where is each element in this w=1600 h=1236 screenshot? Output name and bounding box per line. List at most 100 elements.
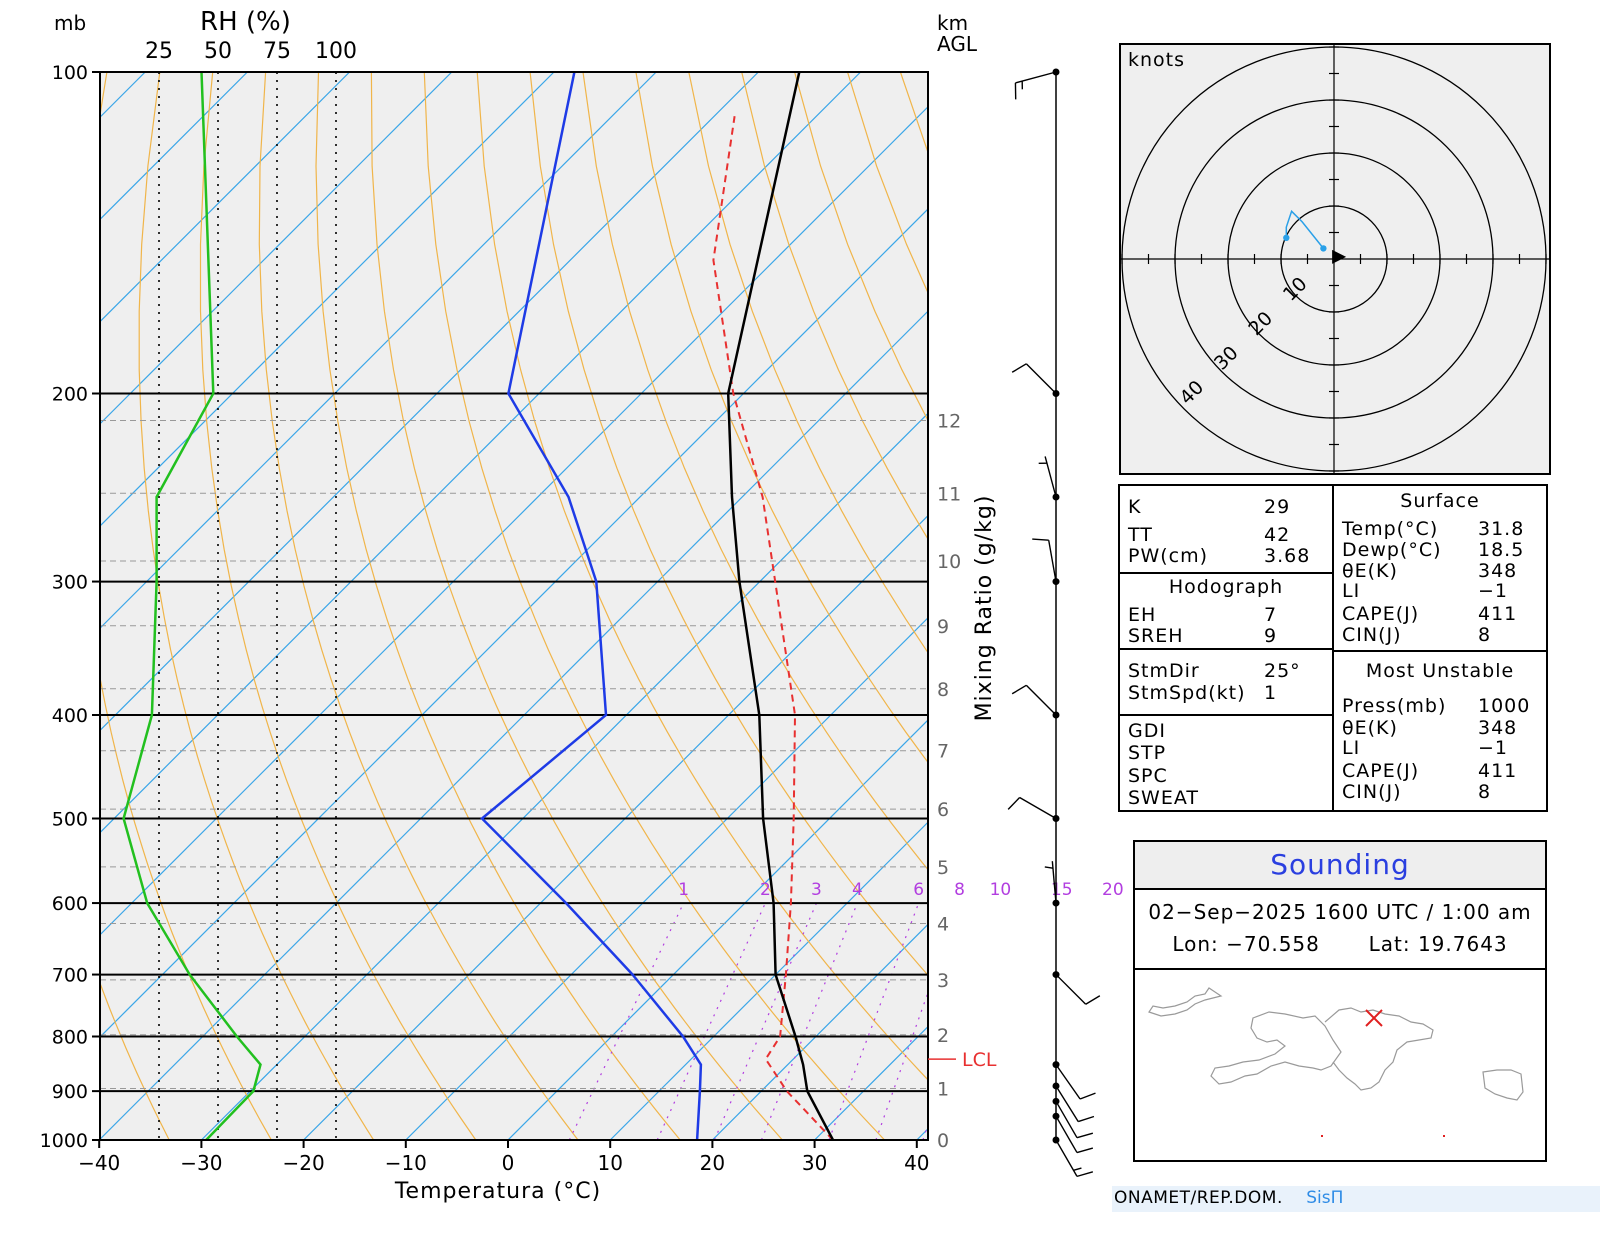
- mixing-ratio-label: 20: [1102, 880, 1124, 900]
- indices-divider-storm: [1120, 648, 1334, 650]
- surface-cape-label: CAPE(J): [1342, 603, 1420, 625]
- wind-barb-flag: [1078, 1115, 1095, 1123]
- wind-barb-staff: [1055, 1100, 1078, 1139]
- mu-cin-value: 8: [1478, 781, 1492, 803]
- dry-adiabat-line: [258, 72, 579, 1140]
- spc-label: SPC: [1128, 765, 1168, 787]
- wind-barbs: [1007, 68, 1101, 1178]
- isotherm-line: [100, 208, 928, 1038]
- hodograph-trace-point: [1283, 234, 1290, 241]
- wind-barb-flag: [1011, 363, 1027, 373]
- temperature-label: 40: [904, 1151, 929, 1175]
- mixing-ratio-line: [713, 902, 818, 1140]
- surface-dewp-label: Dewp(°C): [1342, 539, 1442, 561]
- most-unstable-section-title: Most Unstable: [1365, 660, 1515, 682]
- mixing-ratio-label: 4: [852, 880, 863, 900]
- isotherm-line: [200, 412, 928, 1140]
- sounding-title: Sounding: [1135, 842, 1545, 890]
- pressure-tick-labels: 100 200 300 400 500 600 700 800 900 1000: [40, 62, 88, 1152]
- credit-bar: ONAMET/REP.DOM. SisΠ: [1112, 1186, 1600, 1212]
- dry-adiabat-line: [476, 72, 928, 1081]
- height-km-label: 10: [937, 551, 961, 573]
- rh-tick-label: 100: [315, 39, 357, 64]
- sounding-lat: Lat: 19.7643: [1368, 932, 1508, 956]
- hodograph-ring: [1280, 205, 1388, 313]
- pressure-label: 700: [52, 965, 88, 987]
- height-km-label: 5: [937, 857, 949, 879]
- isotherm-line: [303, 514, 928, 1140]
- height-km-label: 7: [937, 741, 949, 763]
- hodograph-trace: [1285, 209, 1324, 249]
- hodograph-section-title: Hodograph: [1168, 576, 1284, 598]
- height-km-label: 0: [937, 1130, 949, 1152]
- dry-adiabat-line: [100, 72, 272, 1140]
- wind-barb-staff: [1055, 1115, 1078, 1153]
- wind-barb-staff: [1025, 684, 1057, 716]
- sounding-divider: [1135, 968, 1545, 970]
- isotherm-line: [711, 923, 928, 1140]
- isotherm-line: [507, 719, 928, 1140]
- height-km-label: 3: [937, 970, 949, 992]
- mu-cin-label: CIN(J): [1342, 781, 1402, 803]
- dry-adiabat-line: [635, 72, 928, 764]
- mixing-ratio-line: [922, 1122, 928, 1140]
- dry-adiabat-line: [423, 72, 886, 1140]
- pressure-label: 800: [52, 1027, 88, 1049]
- pressure-label: 200: [52, 384, 88, 406]
- pressure-label: 400: [52, 705, 88, 727]
- wind-barb-half-flag: [1044, 866, 1054, 869]
- isotherm-line: [0, 72, 43, 1140]
- dry-adiabat-line: [582, 72, 928, 871]
- dry-adiabat-line: [688, 72, 928, 654]
- dry-adiabat-line: [741, 72, 928, 541]
- hispaniola-east-coastline: [1324, 1007, 1434, 1091]
- eh-label: EH: [1128, 604, 1157, 626]
- surface-dewp-value: 18.5: [1478, 539, 1525, 561]
- mixing-ratio-line: [875, 990, 928, 1140]
- temperature-label: 20: [700, 1151, 725, 1175]
- temperature-profile: [726, 72, 835, 1140]
- dry-adiabat-line: [370, 72, 783, 1140]
- surface-section-title: Surface: [1400, 490, 1480, 512]
- tt-label: TT: [1128, 524, 1153, 546]
- indices-divider-gdi: [1120, 714, 1334, 716]
- sreh-value: 9: [1264, 625, 1278, 647]
- dry-adiabat-line: [100, 981, 170, 1140]
- hodograph-trace-point: [1320, 245, 1327, 252]
- temperature-label: −10: [385, 1151, 427, 1175]
- stmdir-label: StmDir: [1128, 660, 1200, 682]
- parcel-trace: [712, 116, 834, 1140]
- sounding-location: Lon: −70.558 Lat: 19.7643: [1135, 932, 1545, 956]
- wind-barb-flag: [1079, 1092, 1096, 1100]
- height-km-label: 2: [937, 1025, 949, 1047]
- pressure-label: 1000: [40, 1130, 88, 1152]
- dry-adiabat-line: [1588, 72, 1600, 1140]
- indices-table: K 29 TT 42 PW(cm) 3.68 Hodograph EH 7 SR…: [1118, 484, 1548, 812]
- wind-barb-flag: [1076, 1147, 1094, 1154]
- wind-barb-flag: [1011, 684, 1027, 695]
- isotherm-line: [100, 72, 351, 323]
- mixing-ratio-line: [656, 902, 766, 1140]
- mu-thetae-label: θE(K): [1342, 717, 1398, 739]
- isotherm-line: [609, 821, 928, 1140]
- mixing-ratio-label: 2: [760, 880, 771, 900]
- location-map: [1148, 987, 1524, 1137]
- sweat-label: SWEAT: [1128, 787, 1199, 809]
- dry-adiabat-line: [315, 72, 681, 1140]
- mu-cape-value: 411: [1478, 760, 1518, 782]
- sounding-info-panel: Sounding 02−Sep−2025 1600 UTC / 1:00 am …: [1133, 840, 1547, 1162]
- wind-barb-flag: [1085, 995, 1101, 1005]
- km-axis-agl: AGL: [937, 32, 978, 56]
- mixing-ratio-axis-title: Mixing Ratio (g/kg): [972, 495, 997, 722]
- temperature-label: −20: [282, 1151, 324, 1175]
- mixing-ratio-label: 3: [811, 880, 822, 900]
- rh-grid-lines: [158, 72, 337, 1140]
- wind-barb-staff: [1055, 974, 1087, 1005]
- pressure-label: 900: [52, 1081, 88, 1103]
- isotherm-line: [100, 72, 555, 527]
- temperature-label: −30: [180, 1151, 222, 1175]
- mu-press-value: 1000: [1478, 695, 1531, 717]
- km-axis-unit: km: [937, 11, 968, 35]
- stmspd-value: 1: [1264, 682, 1278, 704]
- indices-divider-hodo: [1120, 572, 1334, 574]
